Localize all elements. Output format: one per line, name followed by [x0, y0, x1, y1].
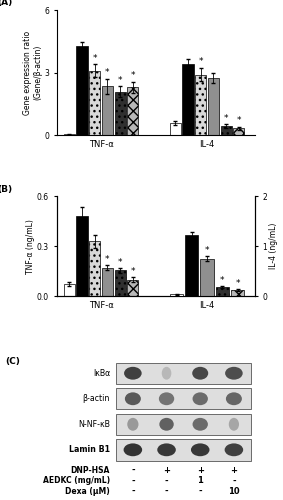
- FancyBboxPatch shape: [116, 362, 251, 384]
- Text: *: *: [118, 76, 123, 84]
- Text: -: -: [165, 486, 168, 496]
- Bar: [208, 78, 219, 136]
- Text: 10: 10: [228, 486, 240, 496]
- Bar: [185, 235, 198, 296]
- Ellipse shape: [192, 392, 208, 405]
- Ellipse shape: [162, 367, 171, 380]
- Ellipse shape: [192, 367, 208, 380]
- Bar: [200, 259, 214, 296]
- Ellipse shape: [159, 392, 174, 405]
- FancyBboxPatch shape: [116, 388, 251, 409]
- Text: -: -: [131, 476, 135, 486]
- Bar: [102, 86, 113, 136]
- Text: *: *: [237, 116, 241, 125]
- Text: -: -: [131, 486, 135, 496]
- Bar: [102, 268, 113, 296]
- Text: Dexa (μM): Dexa (μM): [65, 486, 110, 496]
- Text: (A): (A): [0, 0, 12, 8]
- Ellipse shape: [159, 418, 174, 430]
- Text: *: *: [220, 276, 224, 285]
- Bar: [89, 241, 100, 296]
- Ellipse shape: [127, 418, 138, 430]
- Text: *: *: [105, 68, 110, 78]
- Bar: [170, 123, 181, 136]
- Bar: [182, 64, 194, 136]
- Ellipse shape: [124, 444, 142, 456]
- Bar: [127, 88, 138, 136]
- Text: IκBα: IκBα: [93, 368, 110, 378]
- Y-axis label: TNF-α (ng/mL): TNF-α (ng/mL): [26, 219, 35, 274]
- Text: +: +: [163, 466, 170, 475]
- Text: *: *: [118, 258, 123, 266]
- Text: *: *: [131, 72, 135, 80]
- Bar: [64, 284, 75, 296]
- Bar: [195, 75, 206, 136]
- Ellipse shape: [125, 392, 141, 405]
- Text: AEDKC (mg/mL): AEDKC (mg/mL): [43, 476, 110, 486]
- Text: DNP-HSA: DNP-HSA: [71, 466, 110, 475]
- Text: β-actin: β-actin: [83, 394, 110, 404]
- Text: *: *: [93, 54, 97, 62]
- Text: (B): (B): [0, 185, 12, 194]
- Bar: [76, 216, 88, 296]
- Bar: [64, 134, 75, 136]
- Bar: [216, 288, 229, 296]
- Ellipse shape: [226, 392, 242, 405]
- Ellipse shape: [124, 367, 142, 380]
- Ellipse shape: [191, 444, 209, 456]
- Text: *: *: [224, 114, 228, 122]
- Ellipse shape: [192, 418, 208, 430]
- Bar: [127, 280, 138, 296]
- Ellipse shape: [225, 367, 243, 380]
- Text: *: *: [235, 278, 240, 287]
- Text: -: -: [165, 476, 168, 486]
- Bar: [89, 70, 100, 136]
- Text: (C): (C): [5, 357, 20, 366]
- Text: -: -: [198, 486, 202, 496]
- Text: *: *: [198, 58, 203, 66]
- Ellipse shape: [229, 418, 239, 430]
- Ellipse shape: [225, 444, 243, 456]
- Bar: [115, 270, 126, 296]
- Text: N-NF-κB: N-NF-κB: [78, 420, 110, 429]
- Text: 1: 1: [197, 476, 203, 486]
- FancyBboxPatch shape: [116, 439, 251, 460]
- Text: *: *: [105, 255, 110, 264]
- Bar: [115, 92, 126, 136]
- Text: -: -: [232, 476, 236, 486]
- Text: Lamin B1: Lamin B1: [69, 446, 110, 454]
- Text: +: +: [230, 466, 237, 475]
- Bar: [76, 46, 88, 136]
- FancyBboxPatch shape: [116, 414, 251, 435]
- Y-axis label: IL-4 (ng/mL): IL-4 (ng/mL): [269, 223, 278, 270]
- Text: *: *: [205, 246, 209, 255]
- Bar: [233, 128, 245, 136]
- Text: +: +: [197, 466, 204, 475]
- Bar: [220, 126, 232, 136]
- Y-axis label: Gene expression ratio
(Gene/β-actin): Gene expression ratio (Gene/β-actin): [23, 30, 43, 115]
- Text: *: *: [131, 267, 135, 276]
- Bar: [231, 290, 244, 296]
- Ellipse shape: [157, 444, 176, 456]
- Text: -: -: [131, 466, 135, 475]
- Bar: [170, 294, 183, 296]
